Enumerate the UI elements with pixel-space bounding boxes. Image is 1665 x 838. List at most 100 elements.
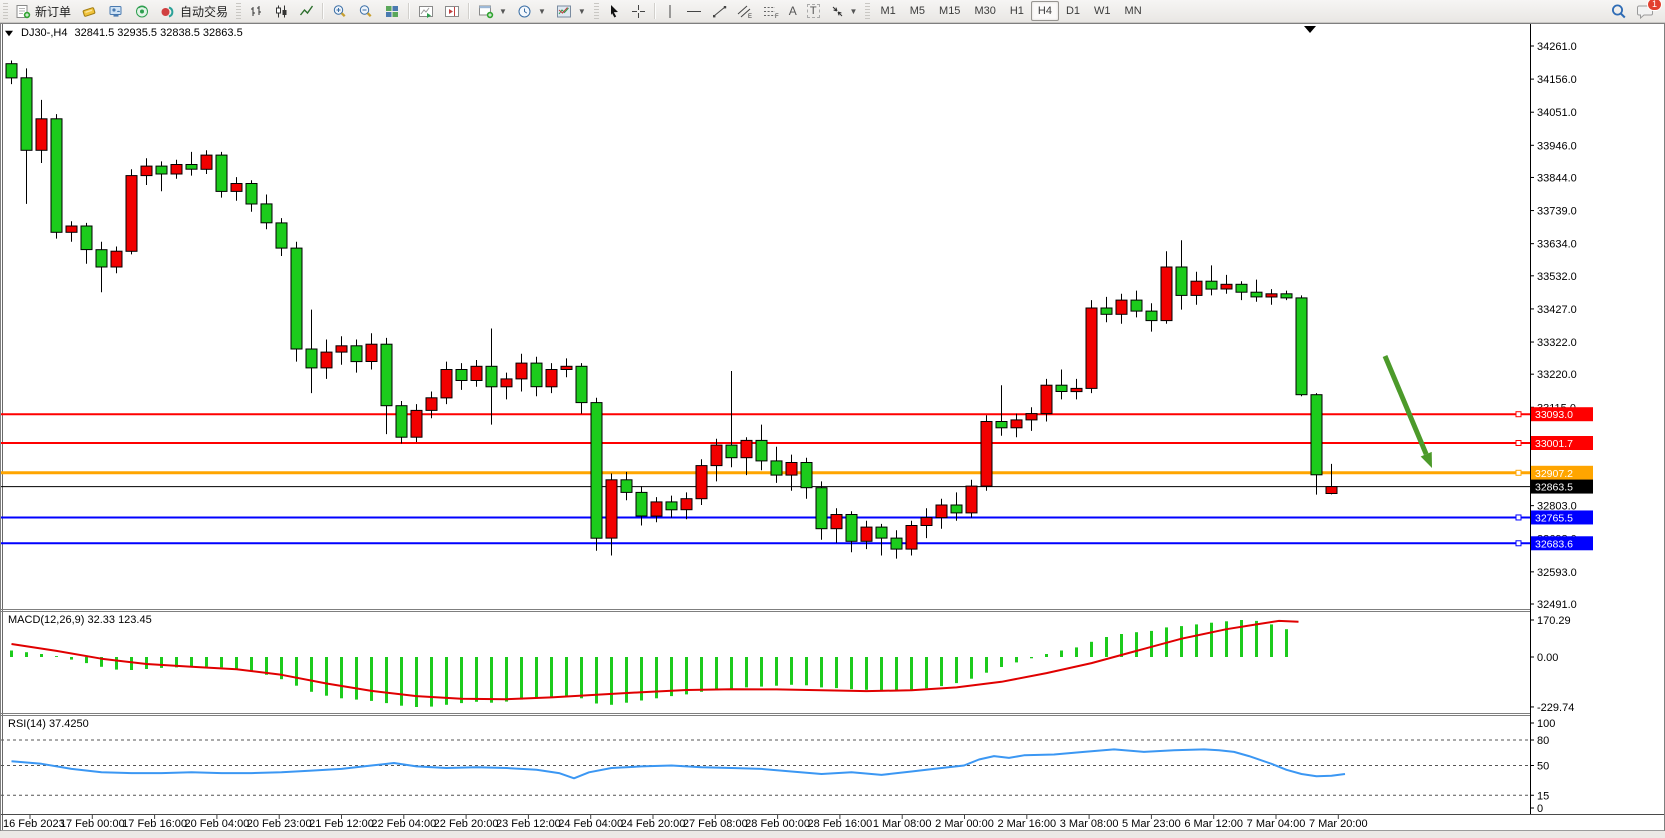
autotrading-button[interactable]: 自动交易 [155,0,233,22]
notifications-button[interactable]: 1 [1636,0,1662,20]
candle [1055,384,1068,393]
equidistant-channel-button[interactable]: E [732,0,758,22]
candle [365,343,378,363]
candle [680,498,693,511]
timeframe-h1[interactable]: H1 [1009,5,1024,17]
signals-icon [134,4,150,19]
line-chart-button[interactable] [294,0,319,22]
candle [635,491,648,517]
timeframe-m30[interactable]: M30 [974,5,996,17]
annotation-arrow[interactable] [1382,355,1429,456]
date-axis-label: 17 Feb 16:00 [122,818,187,830]
candle [455,369,468,381]
candle [1265,293,1278,298]
market-watch-icon [81,4,98,19]
chart-window[interactable]: 34261.0 34156.0 34051.0 33946.0 33844.0 33739… [0,23,1665,838]
periods-button[interactable]: ▼ [512,0,551,22]
fibonacci-button[interactable]: F [758,0,784,22]
timeframe-h4[interactable]: H4 [1030,1,1059,21]
candle [1220,283,1233,290]
candle [815,487,828,530]
toolbar-grip [3,3,8,19]
candle [215,154,228,192]
candle [440,369,453,399]
candle [1175,266,1188,296]
candle [965,485,978,514]
new-order-button[interactable]: 新订单 [11,0,76,22]
hline-handle [1515,439,1522,446]
price-line-label-box [1531,435,1593,450]
candle [140,165,153,177]
candle [575,365,588,404]
candle [935,504,948,519]
candle [1130,299,1143,312]
chart-shift-marker[interactable] [1304,26,1316,33]
candle [110,250,123,268]
candle [1310,394,1323,476]
candle [185,164,198,170]
timeframe-w1[interactable]: W1 [1094,5,1111,17]
candle [665,501,678,511]
candle [170,164,183,175]
date-axis-label: 28 Feb 00:00 [745,818,810,830]
tile-windows-button[interactable] [379,0,405,22]
timeframe-m5[interactable]: M5 [909,5,926,17]
timeframe-m1[interactable]: M1 [880,5,896,17]
chevron-down-icon: ▼ [537,6,546,16]
candle [1040,384,1053,415]
timeframe-m15[interactable]: M15 [939,5,961,17]
price-line-label: 32765.5 [1535,512,1573,524]
price-line-label-box [1531,465,1593,480]
date-axis-label: 21 Feb 12:00 [309,818,374,830]
candle [500,378,513,388]
toolbar-separator [468,3,471,19]
candlestick-chart-button[interactable] [269,0,294,22]
trendline-button[interactable] [707,0,732,22]
timeframe-mn[interactable]: MN [1124,5,1142,17]
trendline-icon [712,4,727,19]
toolbar-separator [653,3,656,19]
cursor-button[interactable] [602,0,626,22]
candle [1235,283,1248,293]
candle [485,365,498,388]
zoom-in-icon [332,4,348,19]
candlestick-series[interactable] [5,60,1338,559]
zoom-out-button[interactable] [353,0,379,22]
candle [1025,413,1038,421]
rsi-axis-tick: 100 [1537,718,1555,730]
date-axis-label: 6 Mar 12:00 [1184,818,1243,830]
templates-button[interactable]: ▼ [551,0,591,22]
chart-shift-button[interactable] [439,0,465,22]
search-icon[interactable] [1610,3,1628,20]
auto-scroll-button[interactable] [413,0,439,22]
date-axis-label: 22 Feb 04:00 [371,818,436,830]
price-chart-svg[interactable]: 34261.0 34156.0 34051.0 33946.0 33844.0 33739… [0,23,1665,838]
horizontal-line-button[interactable] [681,0,707,22]
candle [1205,280,1218,290]
navigator-button[interactable] [103,0,129,22]
toolbar-grip [865,3,871,19]
candle [725,444,738,459]
candle [230,183,243,192]
candle [320,351,333,369]
bar-chart-icon [249,4,264,19]
market-watch-button[interactable] [76,0,103,22]
rsi-line [11,748,1346,780]
candle [20,77,33,151]
vertical-line-button[interactable] [659,0,681,22]
bar-chart-button[interactable] [244,0,269,22]
candle [1010,419,1023,429]
text-label-button[interactable]: T [802,0,825,22]
signals-button[interactable] [129,0,155,22]
zoom-in-button[interactable] [327,0,353,22]
text-button[interactable]: A [784,0,802,22]
candle [275,222,288,249]
timeframe-d1[interactable]: D1 [1065,5,1081,17]
date-axis-label: 17 Feb 00:00 [60,818,125,830]
crosshair-button[interactable] [626,0,651,22]
new-chart-button[interactable]: ▼ [473,0,512,22]
date-axis-label: 16 Feb 2023 [3,818,65,830]
arrows-button[interactable]: ▼ [825,0,863,22]
fibonacci-icon: F [763,4,779,19]
candle [995,421,1008,429]
